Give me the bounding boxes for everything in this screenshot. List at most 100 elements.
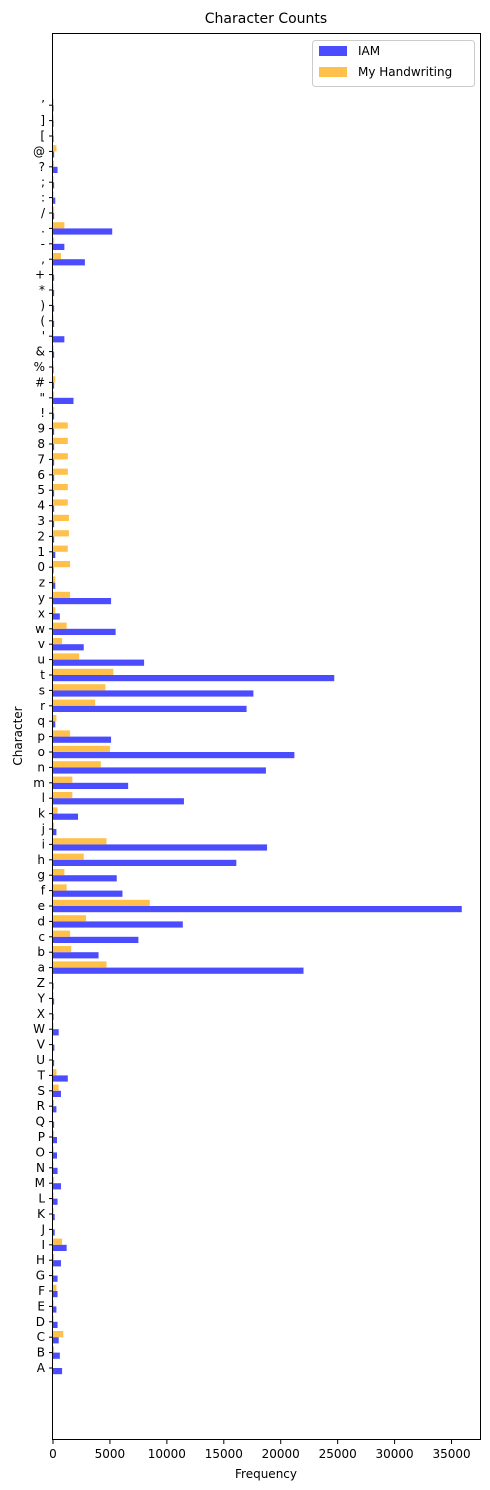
bar-my-handwriting [53,1069,57,1076]
y-tick-label: 3 [37,514,45,528]
bar-my-handwriting [53,869,65,876]
y-tick-label: 5 [37,483,45,497]
bar-my-handwriting [53,222,65,229]
bar-iam [53,397,74,404]
legend-swatch-iam [319,46,347,56]
y-tick-label: h [37,853,45,867]
bar-iam [53,813,79,820]
bar-my-handwriting [53,730,71,737]
y-tick-label: z [39,576,45,590]
bar-my-handwriting [53,283,54,290]
y-tick-label: f [41,884,46,898]
bar-iam [53,644,84,651]
bar-my-handwriting [53,684,106,691]
y-tick-label: c [38,930,45,944]
bar-my-handwriting [53,407,55,414]
bar-my-handwriting [53,1346,55,1353]
y-tick-label: u [37,653,45,667]
bar-iam [53,1198,58,1205]
y-tick-label: 2 [37,529,45,543]
bar-my-handwriting [53,992,54,999]
y-tick-label: a [38,961,45,975]
y-axis-ticks: ABCDEFGHIJKLMNOPQRSTUVWXYZabcdefghijklmn… [33,98,53,1375]
bar-my-handwriting [53,807,58,814]
y-tick-label: 0 [37,560,45,574]
bar-iam [53,243,65,250]
bar-iam [53,320,55,327]
bar-my-handwriting [53,1315,54,1322]
bar-my-handwriting [53,1161,54,1168]
y-tick-label: d [37,914,45,928]
bar-iam [53,1044,55,1051]
y-tick-label: m [33,776,45,790]
bar-iam [53,1275,58,1282]
bar-iam [53,367,54,374]
y-tick-label: k [38,807,45,821]
y-tick-label: E [37,1299,45,1313]
bar-my-handwriting [53,822,55,829]
y-tick-label: A [37,1361,46,1375]
y-tick-label: p [37,730,45,744]
y-tick-label: ’ [41,98,45,112]
bar-iam [53,336,65,343]
y-tick-label: y [38,591,45,605]
bar-iam [53,721,56,728]
y-tick-label: b [37,945,45,959]
y-tick-label: , [41,252,45,266]
y-tick-label: ] [40,114,45,128]
bar-iam [53,120,54,127]
y-tick-label: w [35,622,45,636]
x-tick-label: 30000 [376,1447,414,1461]
bar-iam [53,782,129,789]
bar-my-handwriting [53,591,71,598]
bar-iam [53,613,60,620]
bar-my-handwriting [53,545,68,552]
bar-my-handwriting [53,1300,54,1307]
bar-iam [53,690,254,697]
y-tick-label: G [36,1269,45,1283]
bar-my-handwriting [53,638,63,645]
bar-my-handwriting [53,176,54,183]
y-tick-label: M [35,1176,45,1190]
y-tick-label: 4 [37,499,45,513]
y-tick-label: q [37,714,45,728]
y-tick-label: : [41,191,45,205]
bar-my-handwriting [53,314,54,321]
y-tick-label: C [37,1330,45,1344]
bar-iam [53,1029,59,1036]
bar-iam [53,1167,58,1174]
bar-my-handwriting [53,1269,54,1276]
bar-my-handwriting [53,899,150,906]
x-axis-ticks: 0 5000 10000 15000 20000 25000 30000 35000 [49,1440,471,1461]
bar-iam [53,490,55,497]
bar-my-handwriting [53,422,68,429]
y-tick-label: # [35,375,45,389]
bar-my-handwriting [53,160,55,167]
bar-iam [53,1306,57,1313]
y-tick-label: H [36,1253,45,1267]
bar-my-handwriting [53,745,110,752]
bar-iam [53,936,139,943]
bar-iam [53,1152,57,1159]
x-tick-label: 15000 [205,1447,243,1461]
bar-iam [53,906,462,913]
bar-my-handwriting [53,1207,54,1214]
y-tick-label: D [36,1315,45,1329]
bar-iam [53,459,55,466]
bar-my-handwriting [53,499,68,506]
bar-iam [53,551,56,558]
bar-my-handwriting [53,514,69,521]
y-tick-label: ! [40,406,45,420]
bar-my-handwriting [53,360,54,367]
bar-my-handwriting [53,1146,54,1153]
bar-iam [53,967,304,974]
bar-iam [53,1075,68,1082]
legend-label-iam: IAM [358,44,380,58]
bar-my-handwriting [53,330,54,337]
legend-swatch-my-handwriting [319,67,347,77]
bar-iam [53,767,266,774]
bar-iam [53,983,54,990]
x-tick-label: 20000 [262,1447,300,1461]
bar-iam [53,1352,60,1359]
bar-my-handwriting [53,191,54,198]
